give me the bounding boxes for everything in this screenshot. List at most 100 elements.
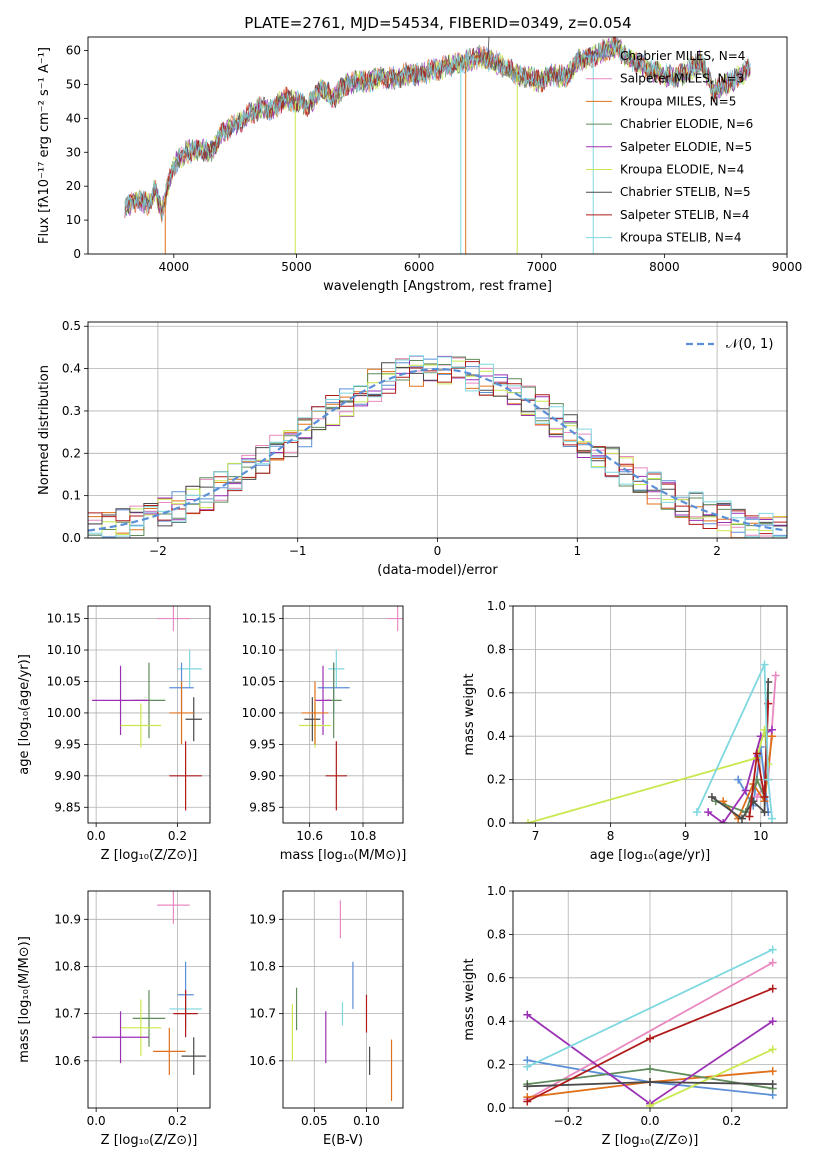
y-tick-label: 0.6 [487, 686, 506, 700]
y-tick-label: 10.6 [54, 1054, 81, 1068]
age-vs-Z-plot-area [92, 606, 202, 811]
spectrum-spike [487, 37, 490, 60]
y-tick-label: 40 [66, 111, 81, 125]
y-tick-label: 0.2 [487, 1058, 506, 1072]
legend-label: Salpeter ELODIE, N=5 [620, 140, 752, 154]
y-tick-label: 0.5 [62, 319, 81, 333]
y-tick-label: 10.00 [47, 706, 81, 720]
y-axis-label: mass weight [462, 673, 477, 755]
y-axis-label: mass weight [462, 958, 477, 1040]
y-tick-label: 10.9 [54, 912, 81, 926]
residuals-plot-area [88, 355, 787, 538]
y-tick-label: 0.0 [487, 1101, 506, 1115]
weight-marker [737, 814, 746, 823]
y-tick-label: 0.4 [487, 1014, 506, 1028]
y-tick-label: 50 [66, 77, 81, 91]
weight-marker [752, 792, 761, 801]
y-tick-label: 0.1 [62, 489, 81, 503]
y-tick-label: 60 [66, 44, 81, 58]
y-tick-label: 9.95 [249, 737, 276, 751]
weight-marker [768, 1045, 777, 1054]
spectrum-plot-area [124, 37, 751, 254]
weight-marker [692, 808, 701, 817]
y-tick-label: 10.15 [242, 612, 276, 626]
mass-vs-EBV-axes: 0.05 0.10 10.6 10.7 10.8 10.9 E(B-V) [249, 890, 404, 1148]
weight-marker [646, 1077, 654, 1086]
x-tick-label: 0.2 [168, 829, 187, 843]
x-tick-label: 7000 [526, 260, 557, 274]
legend-label: Chabrier ELODIE, N=6 [620, 117, 753, 131]
mass-weight-vs-Z-frame [512, 890, 788, 1109]
weight-marker [768, 945, 777, 954]
residual-histogram [88, 355, 787, 538]
legend-label: Chabrier STELIB, N=5 [620, 185, 751, 199]
y-tick-label: 10.6 [249, 1054, 276, 1068]
weight-marker [524, 819, 533, 823]
weight-marker [734, 775, 743, 784]
x-axis-label: Z [log₁₀(Z/Z⊙)] [602, 1133, 699, 1148]
weight-line [696, 664, 773, 819]
y-tick-label: 10.00 [242, 706, 276, 720]
x-tick-label: 0.2 [722, 1114, 741, 1128]
weight-marker [646, 1034, 654, 1043]
weight-marker [752, 749, 761, 758]
age-vs-mass-frame [282, 605, 404, 824]
y-tick-label: 0.8 [487, 927, 506, 941]
x-tick-label: 7 [532, 829, 540, 843]
weight-marker [768, 958, 777, 967]
weight-marker [523, 1010, 532, 1019]
x-tick-label: 4000 [159, 260, 190, 274]
y-tick-label: 9.85 [54, 800, 81, 814]
legend-label: Salpeter STELIB, N=4 [620, 208, 749, 222]
y-tick-label: 0.0 [62, 531, 81, 545]
weight-marker [523, 1062, 532, 1071]
residuals-axes: −2 −1 0 1 2 0.0 0.1 0.2 0.3 0.4 0.5 (data-model)/er… [37, 319, 788, 578]
legend-label: Kroupa STELIB, N=4 [620, 231, 742, 245]
x-tick-label: 0.10 [353, 1114, 380, 1128]
weight-line [649, 1048, 774, 1107]
age-vs-mass-plot-area [299, 606, 403, 811]
spectrum-axes: 4000 5000 6000 7000 8000 9000 0 10 20 30 40 50 60 wav… [37, 14, 802, 294]
weight-marker [768, 1017, 777, 1026]
x-tick-label: 0.0 [87, 829, 106, 843]
weight-marker [704, 808, 713, 817]
weight-line [748, 703, 770, 817]
y-tick-label: 0.4 [487, 729, 506, 743]
residual-histogram [88, 361, 787, 535]
y-tick-label: 10.7 [249, 1007, 276, 1021]
mass-vs-EBV-plot-area [291, 900, 393, 1101]
y-tick-label: 1.0 [487, 599, 506, 613]
x-tick-label: 10.8 [350, 829, 377, 843]
y-tick-label: 0.2 [487, 773, 506, 787]
weight-marker [760, 808, 769, 817]
y-tick-label: 9.85 [249, 800, 276, 814]
mass-vs-EBV-frame [282, 890, 404, 1109]
x-tick-label: −1 [289, 544, 307, 558]
y-tick-label: 0.6 [487, 971, 506, 985]
y-tick-label: 10.05 [242, 674, 276, 688]
age-vs-mass-axes: 10.6 10.8 9.85 9.90 9.95 10.00 10.05 10.10 10.15… [242, 605, 407, 863]
y-axis-label: Flux [fλ10⁻¹⁷ erg cm⁻² s⁻¹ A⁻¹] [37, 47, 52, 244]
weight-marker [741, 786, 750, 795]
y-tick-label: 1.0 [487, 884, 506, 898]
mass-weight-vs-age-axes: 7 8 9 10 0.0 0.2 0.4 0.6 0.8 1.0 age [log₁₀(age/yr… [462, 599, 788, 863]
y-tick-label: 10.7 [54, 1007, 81, 1021]
x-tick-label: 1 [573, 544, 581, 558]
y-tick-label: 10.15 [47, 612, 81, 626]
x-axis-label: mass [log₁₀(M/M⊙)] [280, 848, 407, 863]
x-axis-label: (data-model)/error [377, 563, 498, 578]
mass-weight-vs-Z-plot-area [523, 945, 777, 1108]
weight-marker [764, 775, 773, 784]
y-tick-label: 0.4 [62, 362, 81, 376]
x-tick-label: 0.0 [87, 1114, 106, 1128]
weight-marker [719, 819, 728, 823]
y-tick-label: 0.8 [487, 642, 506, 656]
weight-marker [760, 792, 769, 801]
age-vs-Z-axes: 0.0 0.2 9.85 9.90 9.95 10.00 10.05 10.10 10.15 Z … [17, 605, 211, 863]
weight-marker [767, 814, 776, 823]
x-tick-label: 0 [434, 544, 442, 558]
legend-label: Kroupa MILES, N=5 [620, 94, 736, 108]
y-axis-label: age [log₁₀(age/yr)] [17, 654, 32, 775]
weight-marker [771, 671, 780, 680]
x-tick-label: −2 [149, 544, 167, 558]
